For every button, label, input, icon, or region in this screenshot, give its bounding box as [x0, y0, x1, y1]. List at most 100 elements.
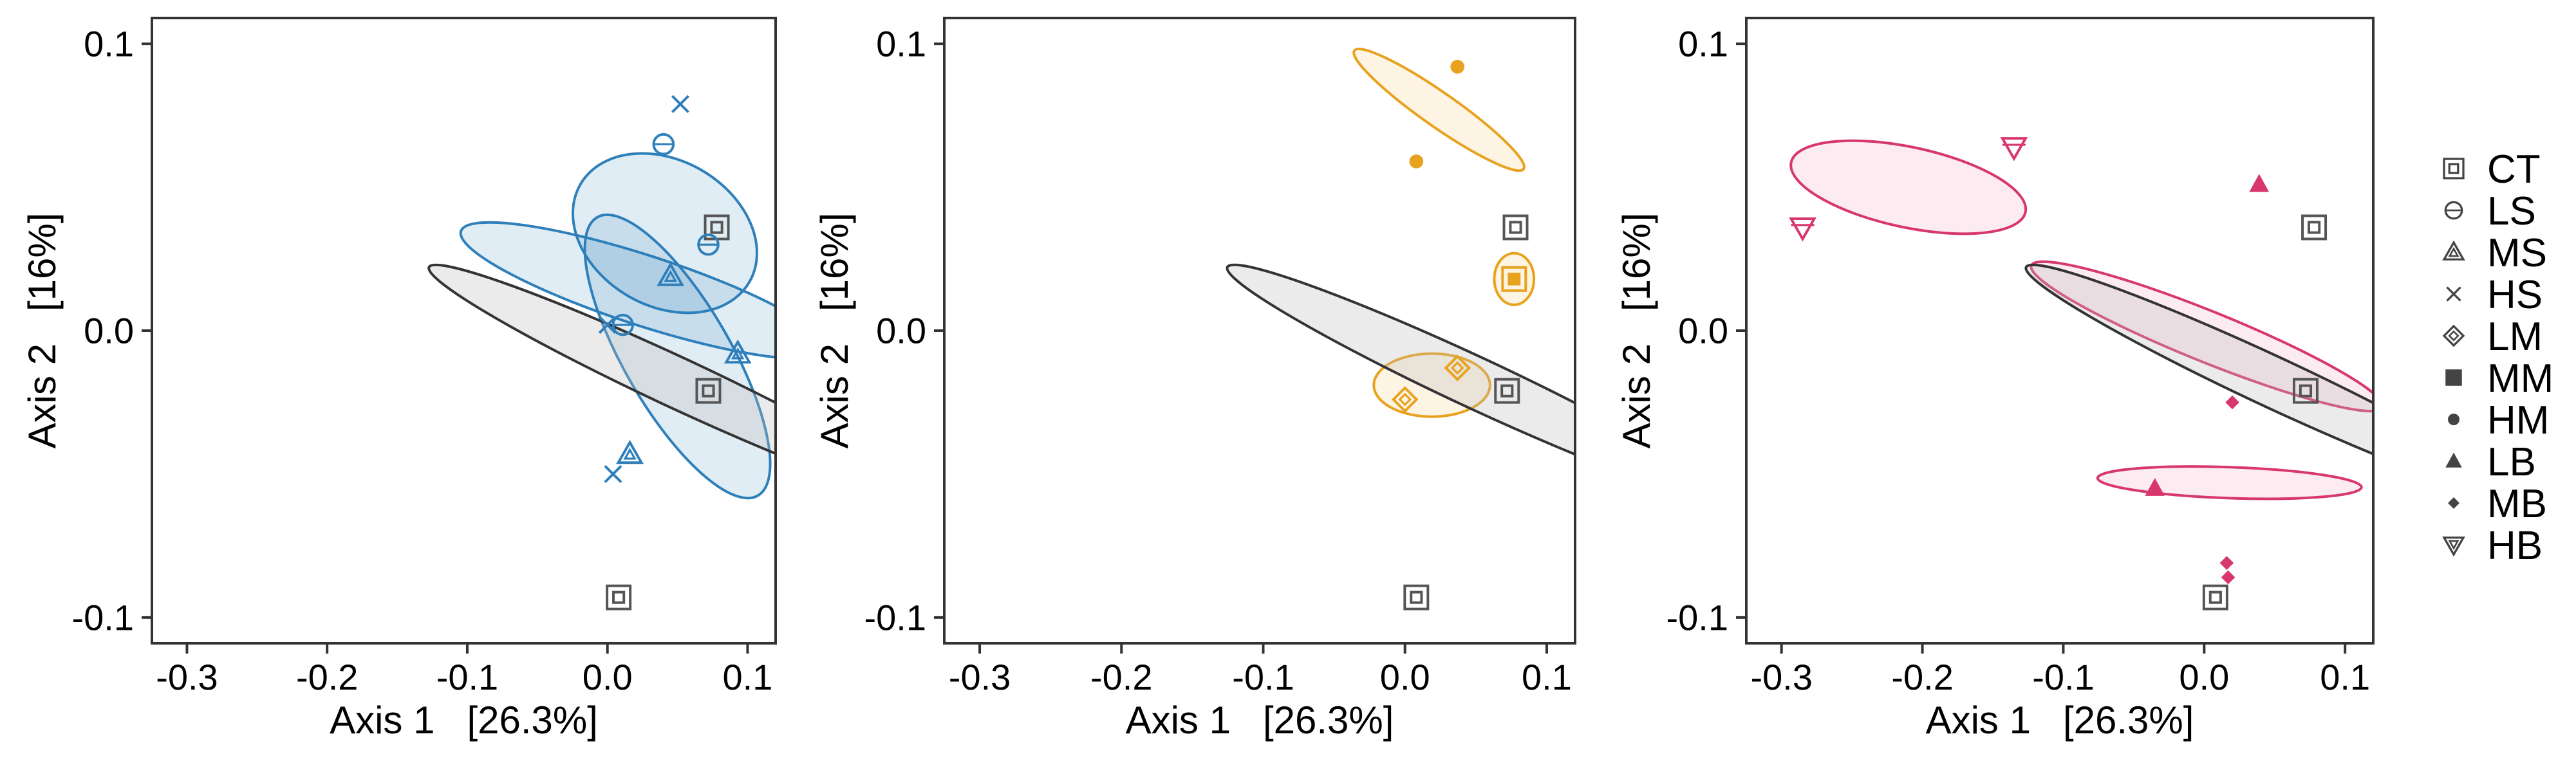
- x-tick-label: -0.3: [949, 657, 1011, 697]
- point-hm: [1450, 59, 1465, 74]
- point-mm: [1501, 266, 1527, 292]
- point-hb: [1789, 217, 1816, 242]
- panel-right: -0.3 -0.2 -0.1 0.0 0.1 -0.1 0.0 0.1 Axis 1 [26.3…: [1615, 17, 2375, 742]
- ellipse-ls: [572, 152, 758, 315]
- legend-marker-lb: [2445, 452, 2462, 468]
- legend-label: LM: [2487, 315, 2543, 359]
- ellipse-ct: [2024, 263, 2373, 501]
- panel-middle: -0.3 -0.2 -0.1 0.0 0.1 -0.1 0.0 0.1 Axis 1 [26.3…: [813, 17, 1576, 742]
- legend-item-lb: LB: [2445, 440, 2536, 484]
- x-tick-label: 0.0: [1380, 657, 1430, 697]
- legend-marker-ct: [2443, 158, 2465, 179]
- panel-left: -0.3 -0.2 -0.1 0.0 0.1 -0.1 0.0 0.1 Axis 1 [26.3…: [21, 17, 777, 742]
- plot-area-left: [427, 95, 776, 610]
- x-tick-label: 0.0: [583, 657, 633, 697]
- legend-marker-lm: [2442, 324, 2465, 347]
- legend-item-ls: LS: [2444, 189, 2536, 234]
- point-ct: [1502, 214, 1529, 241]
- point-hs: [604, 464, 622, 483]
- point-mb: [2225, 395, 2239, 410]
- panels: -0.3 -0.2 -0.1 0.0 0.1 -0.1 0.0 0.1 Axis 1 [26.3…: [21, 17, 2375, 742]
- point-hm: [1409, 154, 1424, 169]
- y-tick-label: 0.1: [876, 24, 926, 64]
- legend-label: CT: [2487, 147, 2541, 192]
- legend-label: LB: [2487, 440, 2536, 484]
- legend-item-lm: LM: [2442, 315, 2543, 359]
- x-tick-label: -0.1: [1232, 657, 1294, 697]
- point-ms: [657, 262, 685, 286]
- y-axis-title: Axis 2 [16%]: [813, 213, 856, 449]
- point-lm: [1444, 354, 1471, 381]
- x-tick-label: -0.1: [436, 657, 499, 697]
- x-tick-label: -0.3: [1750, 657, 1813, 697]
- legend-marker-hs: [2446, 286, 2461, 302]
- y-tick-label: 0.0: [1678, 311, 1728, 351]
- y-tick-label: 0.1: [1678, 24, 1728, 64]
- point-hs: [671, 95, 689, 113]
- point-ms: [616, 439, 644, 464]
- plot-area-right: [1789, 137, 2373, 610]
- legend-item-ct: CT: [2443, 147, 2541, 192]
- legend-marker-mm: [2445, 369, 2462, 386]
- point-ls: [611, 313, 634, 336]
- y-axis-title: Axis 2 [16%]: [21, 213, 64, 449]
- point-lb: [2249, 174, 2270, 192]
- point-ct: [695, 378, 722, 404]
- y-tick-label: 0.0: [876, 311, 926, 351]
- y-tick-label: 0.1: [84, 24, 134, 64]
- x-tick-label: 0.1: [723, 657, 773, 697]
- point-hb: [2000, 137, 2028, 161]
- x-tick-label: -0.1: [2032, 657, 2095, 697]
- point-lm: [1391, 386, 1419, 413]
- legend-label: HS: [2487, 273, 2543, 317]
- legend-item-hb: HB: [2442, 524, 2543, 568]
- ellipse-ct: [427, 263, 776, 501]
- ellipse-hm: [1352, 48, 1526, 172]
- x-tick-label: 0.1: [1522, 657, 1572, 697]
- legend-label: HB: [2487, 524, 2543, 568]
- x-tick-label: -0.2: [1891, 657, 1954, 697]
- x-axis-title: Axis 1 [26.3%]: [330, 699, 598, 742]
- point-ct: [606, 584, 632, 610]
- legend-marker-ls: [2444, 201, 2463, 220]
- point-lb: [2145, 478, 2165, 496]
- legend-item-hs: HS: [2446, 273, 2543, 317]
- point-ms: [723, 339, 752, 364]
- point-ct: [1403, 584, 1430, 610]
- legend-marker-mb: [2448, 497, 2459, 509]
- legend-item-mm: MM: [2445, 356, 2553, 401]
- x-tick-label: -0.2: [1090, 657, 1153, 697]
- y-axis-title: Axis 2 [16%]: [1615, 213, 1658, 449]
- x-tick-label: -0.2: [296, 657, 359, 697]
- point-mb: [2219, 556, 2234, 570]
- ellipse-ct: [1226, 263, 1575, 501]
- point-ct: [1494, 378, 1520, 404]
- legend-label: MB: [2487, 482, 2547, 526]
- legend-marker-ms: [2442, 240, 2465, 261]
- x-axis-title: Axis 1 [26.3%]: [1126, 699, 1394, 742]
- legend-label: LS: [2487, 189, 2536, 234]
- point-ls: [652, 133, 675, 156]
- point-ct: [2301, 214, 2328, 241]
- y-tick-label: 0.0: [84, 311, 134, 351]
- legend-label: HM: [2487, 398, 2549, 443]
- legend-marker-hb: [2442, 536, 2465, 557]
- x-tick-label: 0.0: [2179, 657, 2229, 697]
- point-hs: [598, 316, 617, 335]
- x-tick-label: 0.1: [2320, 657, 2370, 697]
- point-ct: [2202, 584, 2228, 610]
- plot-area-middle: [1226, 48, 1575, 610]
- legend-item-ms: MS: [2442, 231, 2547, 275]
- point-ct: [2292, 378, 2319, 404]
- legend-label: MM: [2487, 356, 2553, 401]
- y-tick-label: -0.1: [1666, 597, 1729, 637]
- legend-item-hm: HM: [2448, 398, 2549, 443]
- y-tick-label: -0.1: [72, 597, 135, 637]
- legend-item-mb: MB: [2448, 482, 2547, 526]
- point-mb: [2221, 570, 2235, 585]
- x-axis-title: Axis 1 [26.3%]: [1926, 699, 2194, 742]
- ellipse-hb: [1789, 139, 2028, 235]
